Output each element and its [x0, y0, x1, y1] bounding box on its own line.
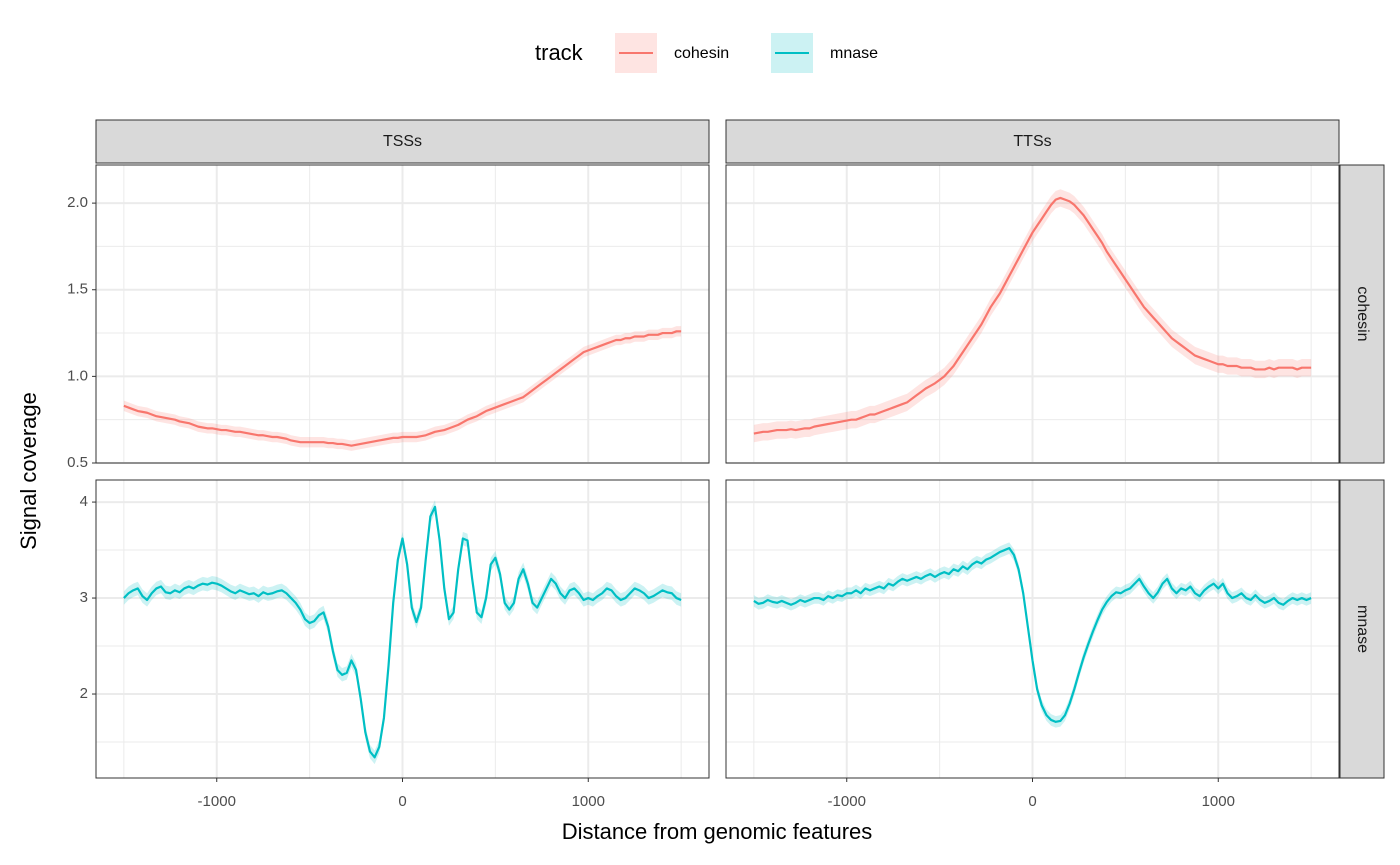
legend-title: track	[535, 40, 584, 65]
ribbon	[753, 189, 1312, 443]
facet-strip	[725, 119, 1340, 164]
facet-label: TSSs	[383, 133, 422, 150]
y-tick-label: 2.0	[67, 194, 88, 211]
x-tick-label: 0	[398, 793, 406, 810]
line	[123, 330, 682, 447]
row-strip	[1339, 479, 1385, 779]
x-axis-title: Distance from genomic features	[562, 819, 873, 844]
legend-label: cohesin	[674, 45, 729, 62]
row-label: cohesin	[1354, 286, 1371, 341]
row-label: mnase	[1354, 605, 1371, 653]
line	[753, 196, 1312, 435]
facet-label: TTSs	[1013, 133, 1051, 150]
x-tick-label: -1000	[198, 793, 236, 810]
y-tick-label: 0.5	[67, 454, 88, 471]
x-tick-label: 1000	[1202, 793, 1235, 810]
panel-border	[95, 164, 710, 464]
y-axis-title: Signal coverage	[16, 392, 41, 550]
y-tick-label: 1.0	[67, 367, 88, 384]
line	[753, 547, 1312, 723]
y-tick-label: 1.5	[67, 281, 88, 298]
panel-border	[725, 164, 1340, 464]
line	[123, 505, 682, 759]
y-tick-label: 3	[80, 589, 88, 606]
legend-label: mnase	[830, 45, 878, 62]
x-tick-label: -1000	[828, 793, 866, 810]
x-tick-label: 0	[1028, 793, 1036, 810]
y-tick-label: 2	[80, 685, 88, 702]
y-tick-label: 4	[80, 493, 88, 510]
x-tick-label: 1000	[572, 793, 605, 810]
facet-strip	[95, 119, 710, 164]
row-strip	[1339, 164, 1385, 464]
